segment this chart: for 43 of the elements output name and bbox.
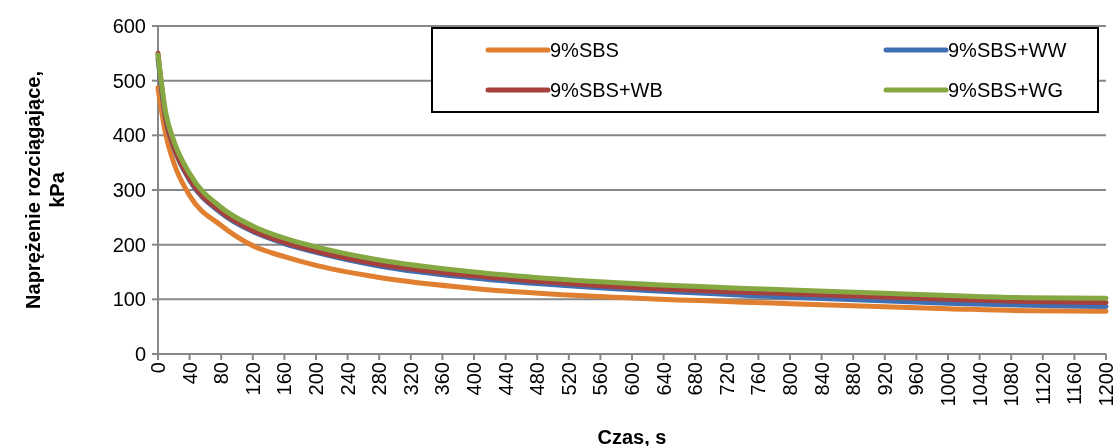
x-tick-label: 720 [715, 362, 738, 396]
x-tick-label: 40 [178, 362, 201, 385]
x-tick-label: 1200 [1095, 362, 1116, 407]
x-tick-label: 200 [305, 362, 327, 396]
legend-label: 9%SBS+WB [550, 79, 663, 101]
x-tick-label: 360 [431, 362, 454, 396]
x-tick-label: 480 [526, 362, 549, 396]
x-tick-label: 0 [147, 362, 169, 374]
x-tick-label: 600 [621, 362, 643, 396]
x-tick-label: 400 [463, 362, 485, 396]
x-tick-label: 880 [842, 362, 865, 396]
y-axis-title: Naprężenie rozciągające, kPa [22, 71, 68, 309]
x-tick-label: 1040 [968, 362, 991, 407]
x-tick-label: 280 [368, 362, 391, 396]
x-tick-label: 120 [241, 362, 264, 396]
legend-label: 9%SBS+WG [948, 79, 1064, 101]
x-tick-label: 1000 [937, 362, 959, 407]
x-tick-label: 960 [905, 362, 928, 396]
x-tick-label: 840 [810, 362, 833, 396]
y-tick-label: 200 [112, 233, 146, 256]
y-tick-label: 300 [112, 179, 146, 201]
x-tick-label: 1120 [1031, 362, 1054, 406]
y-tick-label: 500 [112, 69, 146, 92]
y-tick-label: 600 [112, 15, 146, 37]
x-tick-label: 680 [684, 362, 707, 396]
x-tick-label: 1080 [1000, 362, 1023, 407]
x-tick-label: 240 [336, 362, 359, 396]
x-tick-label: 800 [779, 362, 801, 396]
y-tick-label: 0 [134, 343, 146, 365]
x-tick-label: 1160 [1063, 362, 1086, 406]
x-tick-label: 80 [210, 362, 233, 385]
x-tick-label: 320 [399, 362, 422, 396]
x-tick-label: 160 [273, 362, 296, 396]
x-tick-label: 440 [494, 362, 517, 396]
x-tick-label: 760 [747, 362, 770, 396]
legend-label: 9%SBS+WW [948, 39, 1067, 61]
x-tick-label: 520 [557, 362, 580, 396]
x-tick-label: 560 [589, 362, 612, 396]
y-tick-label: 400 [112, 124, 146, 147]
x-tick-label: 920 [873, 362, 896, 396]
x-tick-label: 640 [652, 362, 675, 396]
y-tick-label: 100 [112, 288, 146, 311]
legend-label: 9%SBS [550, 39, 619, 61]
